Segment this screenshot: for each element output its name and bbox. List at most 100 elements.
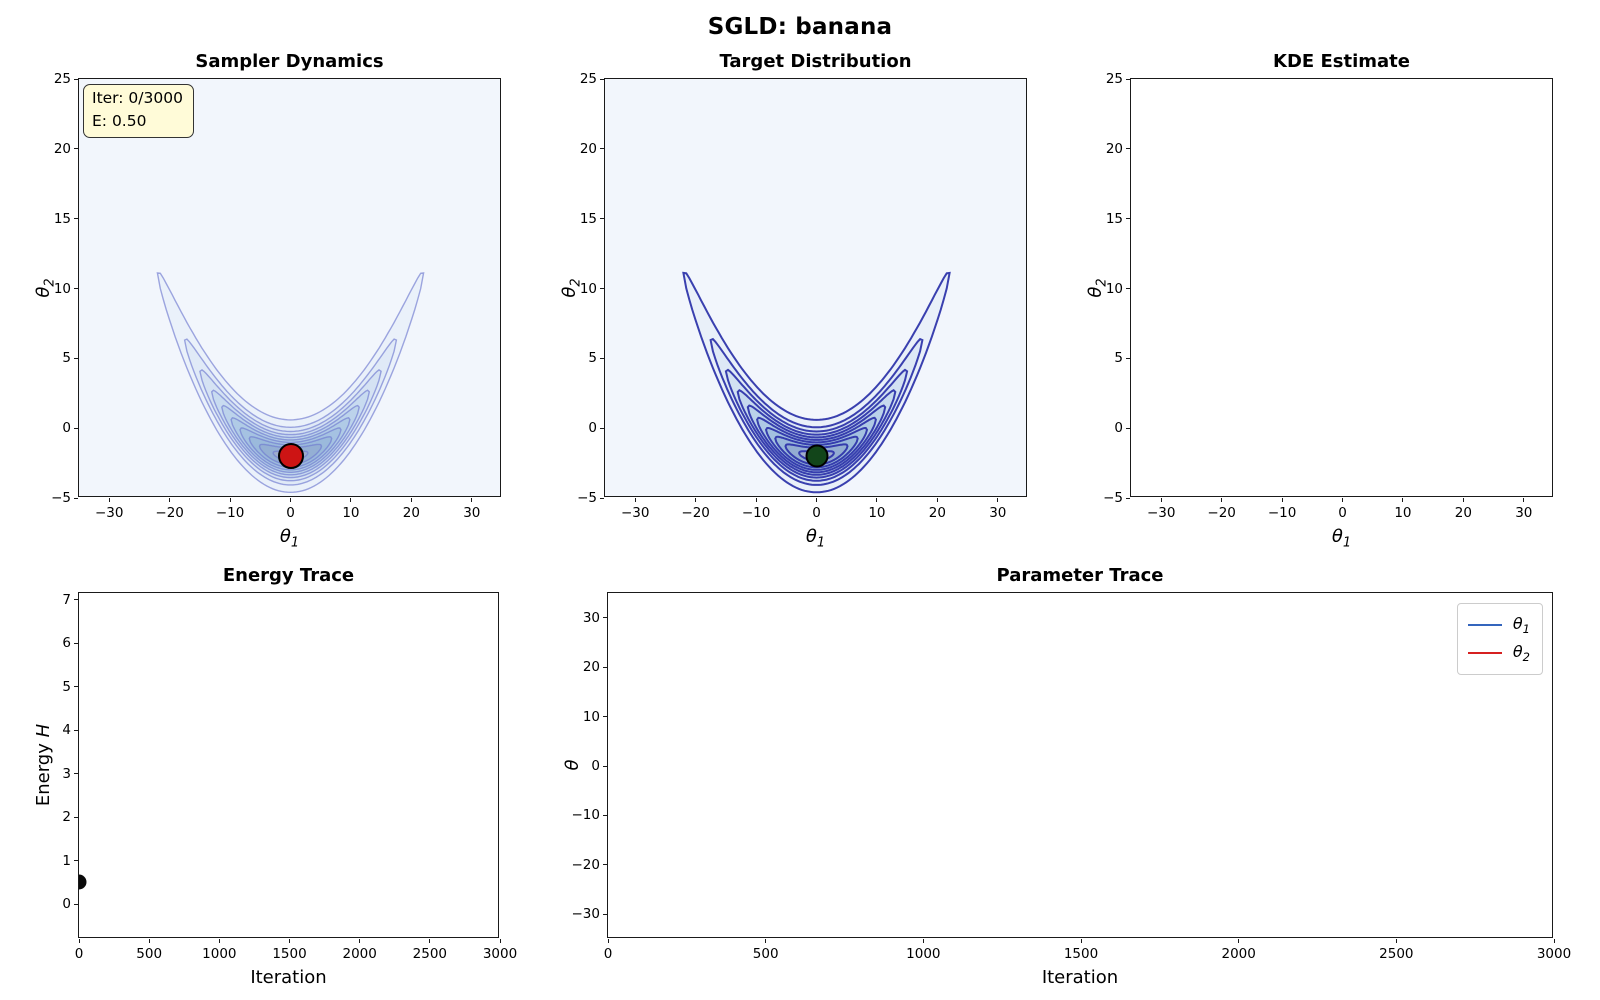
x-tick-mark: [290, 498, 291, 502]
y-tick-label: 5: [62, 350, 71, 367]
x-tick-mark: [1160, 498, 1162, 502]
x-tick-mark: [1462, 498, 1464, 502]
y-tick-label: 25: [579, 71, 597, 87]
theta2-label: θ2: [1512, 641, 1530, 665]
theta-symbol: θ: [1085, 286, 1106, 298]
x-tick-mark: [1221, 498, 1223, 502]
x-tick-mark: [936, 498, 938, 502]
x-tick-mark: [1080, 939, 1082, 943]
target-distribution-axes: Target Distribution θ1 θ2 −30 −20 −10 0 10 20…: [559, 51, 1027, 551]
x-tick-label: 0: [603, 946, 613, 962]
x-tick-label: −10: [215, 505, 245, 521]
y-tick-mark: [74, 903, 78, 905]
x-tick-label: 30: [1515, 505, 1533, 521]
y-tick-label: 0: [1114, 420, 1123, 437]
x-tick-label: 500: [752, 946, 779, 962]
x-tick-mark: [607, 939, 609, 943]
banana-contour-svg: [156, 272, 425, 494]
y-tick-mark: [603, 814, 607, 816]
y-tick-label: 20: [53, 140, 71, 157]
y-tick-mark: [603, 765, 607, 767]
x-tick-mark: [499, 939, 501, 943]
x-tick-mark: [1402, 498, 1404, 502]
y-tick-mark: [74, 288, 78, 289]
x-tick-mark: [148, 939, 150, 943]
y-tick-label: 30: [582, 609, 600, 626]
x-tick-mark: [1553, 939, 1555, 943]
x-tick-mark: [229, 498, 231, 502]
annotation-energy-text: E: 0.50: [92, 112, 147, 130]
y-tick-mark: [600, 497, 604, 499]
kde-xlabel: θ1: [1331, 526, 1352, 551]
kde-plot-area: [1131, 79, 1552, 496]
x-tick-mark: [410, 498, 412, 502]
y-tick-mark: [600, 78, 604, 80]
energy-title: Energy Trace: [222, 565, 355, 586]
x-tick-mark: [1238, 939, 1240, 943]
y-tick-label: 7: [62, 591, 71, 608]
theta-symbol: θ: [559, 286, 580, 298]
x-tick-label: 30: [989, 505, 1007, 521]
theta2-line-swatch: [1467, 652, 1502, 654]
x-tick-label: −20: [155, 505, 184, 521]
x-tick-mark: [108, 498, 110, 502]
x-tick-mark: [1281, 498, 1283, 502]
annotation-iteration-text: Iter: 0/3000: [92, 89, 183, 107]
theta-symbol: θ: [1331, 526, 1343, 547]
x-tick-label: 2000: [1221, 946, 1256, 962]
y-tick-label: 15: [579, 210, 597, 227]
x-tick-mark: [471, 498, 473, 502]
x-tick-label: 500: [136, 946, 163, 962]
y-tick-label: 5: [1114, 350, 1123, 367]
param-xlabel: Iteration: [1041, 967, 1119, 988]
param-title: Parameter Trace: [996, 565, 1164, 586]
x-tick-label: 0: [1338, 505, 1347, 521]
target-xlabel: θ1: [805, 526, 826, 551]
energy-trace-axes: Energy Trace Iteration Energy H 0 500 1000…: [33, 565, 517, 988]
x-tick-label: −10: [741, 505, 771, 521]
y-tick-mark: [74, 427, 78, 429]
y-tick-mark: [1126, 288, 1130, 289]
contour-level-1: [183, 338, 398, 486]
y-tick-label: 15: [53, 210, 71, 227]
x-tick-label: 2500: [412, 946, 448, 962]
x-tick-mark: [218, 939, 220, 943]
x-tick-mark: [755, 498, 757, 502]
y-tick-mark: [74, 860, 78, 862]
y-tick-label: 20: [582, 659, 600, 676]
x-tick-label: −20: [681, 505, 710, 521]
y-tick-mark: [600, 427, 604, 429]
x-tick-label: 0: [74, 946, 84, 962]
y-tick-mark: [600, 288, 604, 289]
param-plot-area: [608, 593, 1552, 937]
y-tick-mark: [600, 218, 604, 220]
kde-estimate-axes: KDE Estimate θ1 θ2 −30 −20 −10 0 10 20 30 −5 0 5 1…: [1085, 51, 1553, 551]
theta-symbol: θ: [279, 526, 291, 547]
x-tick-label: −30: [94, 505, 124, 521]
y-tick-mark: [603, 913, 607, 915]
y-tick-label: 15: [1105, 210, 1123, 227]
x-tick-label: 10: [868, 505, 886, 521]
x-tick-label: 1500: [1063, 946, 1099, 962]
y-tick-label: 5: [62, 678, 71, 695]
x-tick-label: 2500: [1379, 946, 1414, 962]
param-ylabel: θ: [562, 759, 583, 771]
x-tick-mark: [350, 498, 352, 502]
x-tick-label: 20: [928, 505, 946, 521]
sampler-plot-area: [79, 79, 500, 496]
x-tick-label: 0: [812, 505, 821, 521]
x-tick-label: −10: [1267, 505, 1297, 521]
theta1-label: θ1: [1512, 613, 1530, 637]
y-tick-label: 0: [588, 420, 597, 437]
x-tick-label: 20: [1454, 505, 1472, 521]
y-tick-label: −5: [577, 490, 597, 506]
y-tick-mark: [74, 78, 78, 80]
contour-level-0: [156, 272, 425, 494]
y-tick-label: −5: [1103, 490, 1123, 506]
y-tick-label: 5: [588, 350, 597, 367]
x-tick-mark: [1395, 939, 1397, 943]
y-tick-mark: [74, 642, 78, 644]
x-tick-label: 1500: [272, 946, 307, 962]
y-tick-mark: [74, 729, 78, 731]
